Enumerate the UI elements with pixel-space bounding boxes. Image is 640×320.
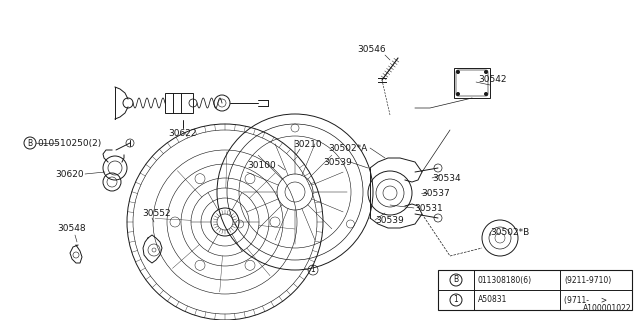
Text: 30552: 30552 [142,209,171,218]
Text: A100001022: A100001022 [584,304,632,313]
Text: 1: 1 [310,266,316,275]
Text: 30537: 30537 [421,188,450,197]
Text: (9211-9710): (9211-9710) [564,276,611,284]
Text: 1: 1 [454,295,458,305]
Text: B: B [28,139,33,148]
Text: 30531: 30531 [414,204,443,212]
Text: 30100: 30100 [247,161,276,170]
Text: 30622: 30622 [169,129,197,138]
Circle shape [484,92,488,96]
Text: 011308180(6): 011308180(6) [478,276,532,284]
Text: B: B [453,276,459,284]
Text: 30534: 30534 [432,173,461,182]
Circle shape [484,70,488,74]
Text: 30548: 30548 [57,223,86,233]
Bar [165,93,193,113]
Circle shape [456,92,460,96]
Circle shape [456,70,460,74]
Text: 30542: 30542 [478,75,506,84]
Bar [454,68,490,98]
Text: 30546: 30546 [357,44,386,53]
Text: 30210: 30210 [293,140,322,148]
Text: 30620: 30620 [55,170,84,179]
Text: 30539: 30539 [375,215,404,225]
Text: (9711-     >: (9711- > [564,295,607,305]
Bar [438,270,632,310]
Text: 30502*A: 30502*A [328,143,367,153]
Text: 30502*B: 30502*B [490,228,529,236]
Text: 30539: 30539 [323,157,352,166]
Text: A50831: A50831 [478,295,508,305]
Text: 010510250(2): 010510250(2) [37,139,101,148]
